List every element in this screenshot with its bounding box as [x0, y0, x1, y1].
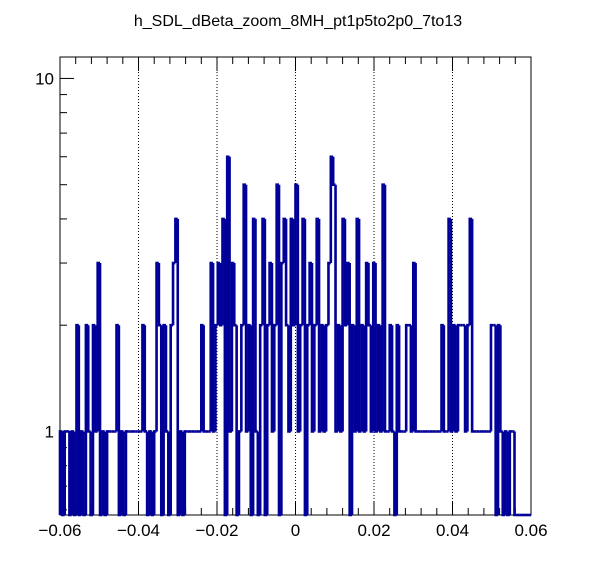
- histogram-bin: [383, 184, 388, 433]
- histogram-bin: [442, 325, 447, 433]
- x-tick-label: −0.04: [117, 521, 160, 540]
- histogram-bin: [397, 325, 402, 433]
- histogram-bin: [105, 430, 110, 515]
- histogram-bin: [508, 430, 513, 515]
- histogram-bin: [456, 323, 461, 432]
- histogram-bin: [404, 323, 409, 432]
- histogram-bin: [470, 218, 475, 433]
- y-tick-label: 10: [35, 69, 54, 88]
- histogram-bin: [183, 430, 188, 515]
- histogram-bin: [124, 430, 129, 515]
- y-tick-label: 1: [45, 422, 54, 441]
- histogram-bin: [414, 263, 418, 433]
- histogram-bins: [58, 155, 531, 517]
- chart-title: h_SDL_dBeta_zoom_8MH_pt1p5to2p0_7to13: [134, 13, 462, 30]
- histogram-bin: [489, 323, 494, 432]
- histogram-bin: [63, 430, 68, 515]
- x-tick-label: 0: [291, 521, 300, 540]
- x-tick-label: 0.04: [436, 521, 469, 540]
- x-tick-label: 0.06: [514, 521, 547, 540]
- histogram-bin: [513, 431, 517, 517]
- histogram-bin: [202, 325, 207, 433]
- x-tick-label: −0.06: [38, 521, 81, 540]
- axis-tick-labels: −0.06 −0.04 −0.02 0 0.02 0.04 0.06 1 10: [35, 69, 547, 540]
- x-tick-label: −0.02: [195, 521, 238, 540]
- x-tick-label: 0.02: [357, 521, 390, 540]
